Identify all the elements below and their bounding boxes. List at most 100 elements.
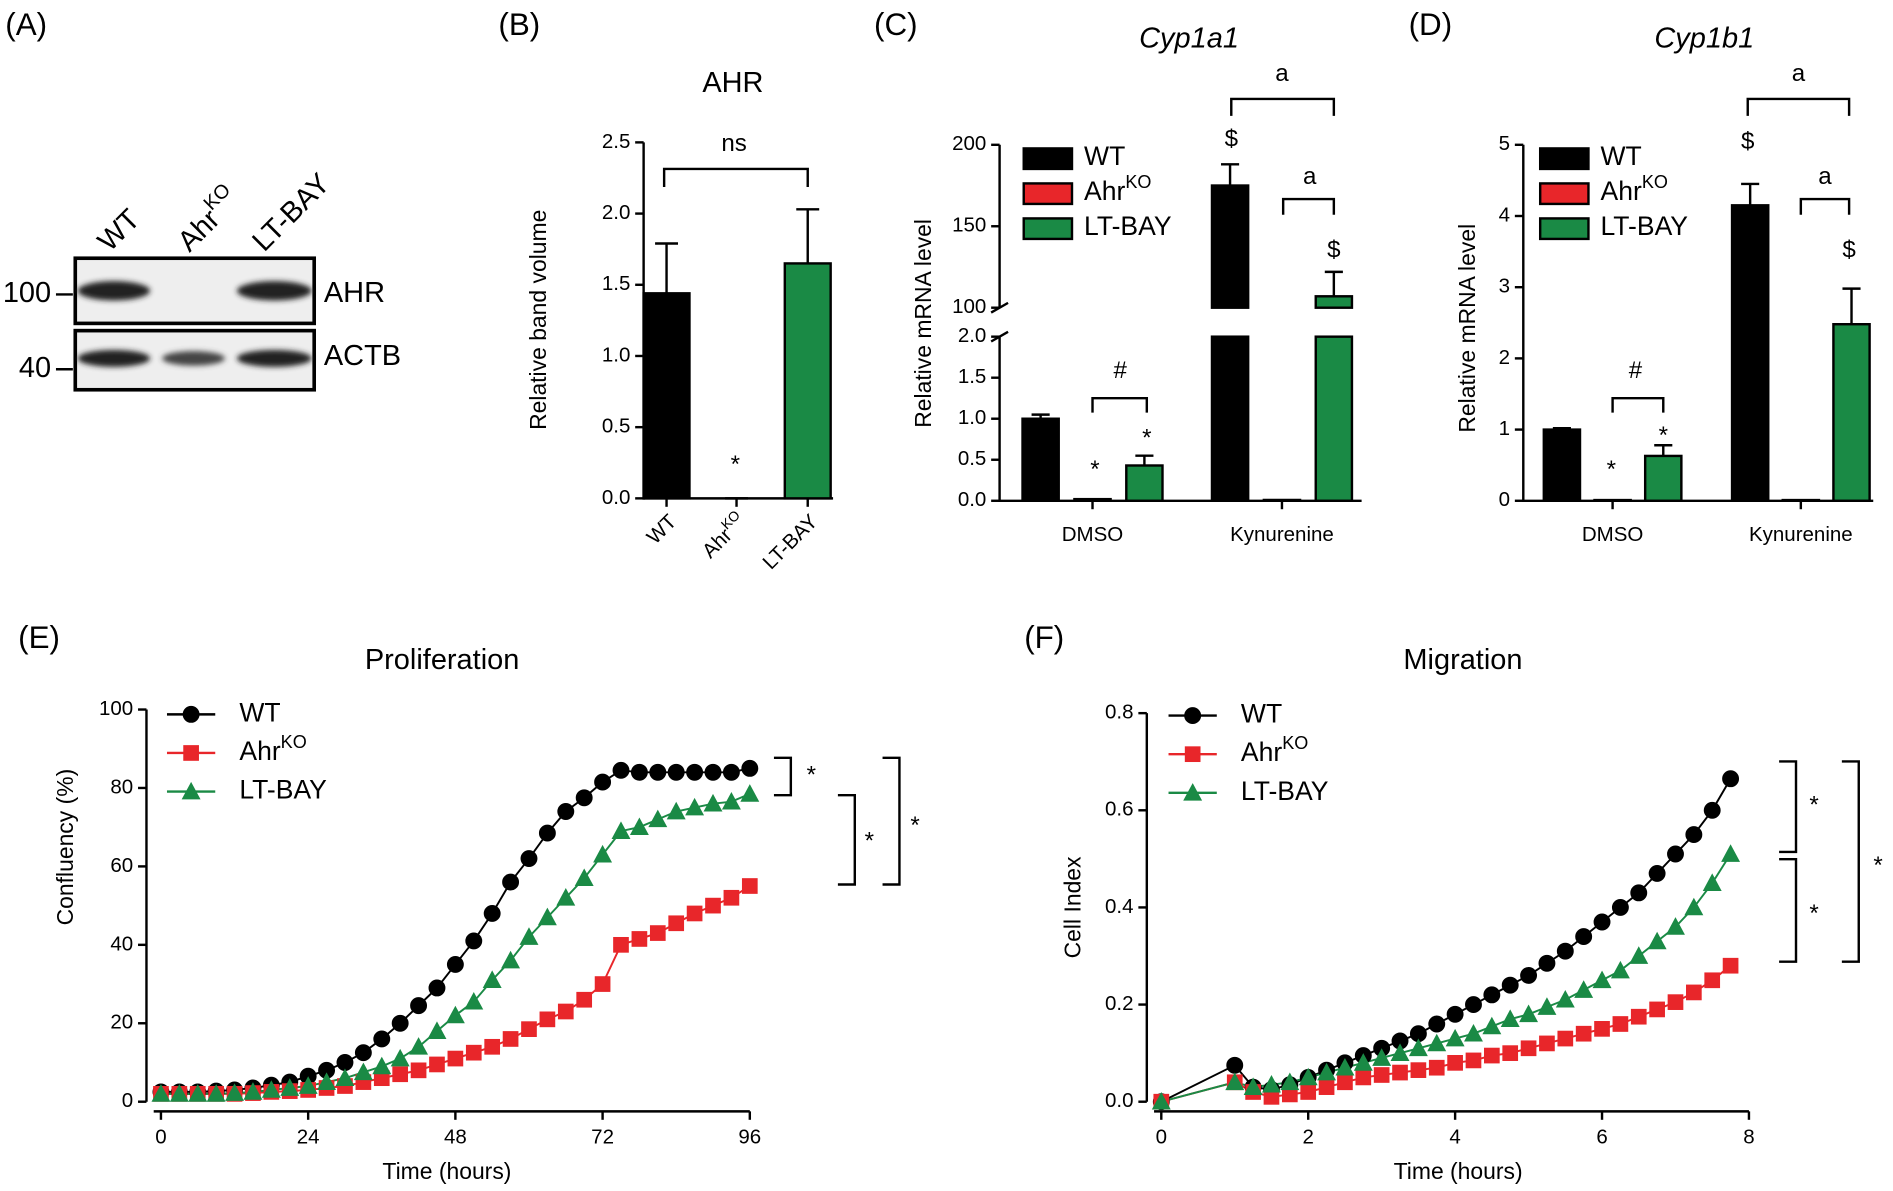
- x-tick-label: Kynurenine: [1230, 523, 1334, 546]
- y-axis-label: Relative band volume: [525, 210, 551, 430]
- marker: [1629, 946, 1649, 964]
- marker: [593, 844, 613, 863]
- marker: [502, 873, 520, 891]
- bracket: [1230, 97, 1336, 116]
- marker: [723, 889, 740, 906]
- x-tick-label: 96: [738, 1125, 761, 1148]
- marker: [151, 1084, 171, 1102]
- legend-label-main: Ahr: [1601, 176, 1642, 206]
- x-axis-label: Time (hours): [1394, 1158, 1523, 1184]
- marker: [1722, 957, 1739, 974]
- x-tick-label: WT: [642, 510, 681, 549]
- marker: [1593, 913, 1611, 931]
- marker: [666, 801, 686, 820]
- y-tick-label: 60: [110, 854, 133, 877]
- legend-label: LT-BAY: [1084, 211, 1172, 241]
- legend-marker: [1183, 783, 1203, 801]
- marker: [576, 991, 593, 1008]
- y-tick-label: 3: [1499, 275, 1510, 298]
- marker: [1446, 1005, 1464, 1023]
- size-marker: 100: [3, 277, 51, 309]
- panel-label: (A): [5, 7, 47, 42]
- x-tick-label: 8: [1743, 1125, 1754, 1148]
- marker: [649, 763, 667, 781]
- y-tick-label: 1: [1499, 417, 1510, 440]
- y-tick-label: 4: [1499, 203, 1510, 226]
- bar: [1210, 184, 1250, 309]
- band: [77, 281, 151, 301]
- y-tick-label: 0: [122, 1089, 133, 1112]
- y-tick-label: 80: [110, 775, 133, 798]
- marker: [1520, 1040, 1537, 1057]
- legend-label: LT-BAY: [1601, 211, 1689, 241]
- bar: [1314, 295, 1354, 309]
- legend-swatch: [1022, 147, 1074, 171]
- panel-label: (D): [1409, 7, 1453, 42]
- marker: [611, 821, 631, 839]
- bar: [642, 292, 691, 500]
- marker: [484, 1038, 501, 1055]
- western-blot: [73, 256, 317, 392]
- marker: [447, 1050, 464, 1067]
- y-tick-label: 0.0: [958, 488, 987, 511]
- legend-label: WT: [1241, 699, 1282, 729]
- marker: [1519, 1004, 1539, 1023]
- marker: [648, 809, 668, 828]
- marker: [1666, 917, 1685, 935]
- x-tick-label: 72: [591, 1125, 614, 1148]
- panel-label: (B): [498, 7, 540, 42]
- marker: [1686, 984, 1702, 1001]
- x-axis-label: Time (hours): [382, 1158, 511, 1184]
- bar: [1730, 204, 1770, 502]
- marker: [1355, 1069, 1372, 1086]
- x-tick-label: 24: [297, 1125, 320, 1148]
- band: [236, 349, 312, 367]
- marker: [1556, 942, 1574, 960]
- y-tick-label: 2.0: [602, 201, 631, 224]
- band: [77, 349, 151, 367]
- marker: [1373, 1067, 1390, 1083]
- bar: [1542, 428, 1582, 502]
- marker: [519, 927, 539, 945]
- chart-title: Proliferation: [365, 644, 520, 676]
- annotation: $: [1327, 236, 1341, 263]
- error-bar: [1842, 287, 1861, 325]
- marker: [1427, 1033, 1447, 1052]
- legend-label: WT: [239, 697, 280, 727]
- marker: [1520, 966, 1538, 984]
- marker: [1262, 1074, 1281, 1093]
- marker: [1649, 1001, 1665, 1018]
- annotation: *: [1809, 791, 1819, 818]
- legend-label-main: WT: [1241, 699, 1282, 729]
- annotation: *: [1607, 456, 1617, 483]
- marker: [1500, 1009, 1520, 1027]
- marker: [1484, 1047, 1500, 1064]
- marker: [1428, 1059, 1445, 1076]
- marker: [446, 955, 464, 973]
- marker: [1428, 1015, 1446, 1033]
- band-label: ACTB: [324, 340, 401, 372]
- marker: [685, 797, 705, 816]
- y-tick-label: 1.0: [958, 406, 987, 429]
- y-tick-label: 20: [110, 1011, 133, 1034]
- x-tick-label: 6: [1596, 1125, 1607, 1148]
- legend-marker: [1184, 746, 1201, 763]
- chart-title: Cyp1a1: [1139, 22, 1239, 54]
- y-tick-label: 200: [952, 132, 986, 155]
- marker: [1592, 970, 1612, 989]
- marker: [188, 1084, 208, 1102]
- y-tick-label: 0.5: [602, 415, 631, 438]
- bar: [1314, 335, 1354, 502]
- y-axis-label: Cell Index: [1059, 856, 1085, 958]
- legend-label-main: WT: [1084, 141, 1125, 171]
- marker: [1392, 1064, 1408, 1081]
- y-tick-label: 5: [1499, 132, 1510, 155]
- marker: [1612, 1016, 1629, 1032]
- marker: [1298, 1067, 1318, 1086]
- marker: [1574, 980, 1594, 998]
- legend-label-sup: KO: [1125, 172, 1151, 192]
- marker: [501, 950, 521, 969]
- marker: [354, 1044, 372, 1062]
- marker: [1648, 864, 1666, 882]
- marker: [631, 931, 648, 947]
